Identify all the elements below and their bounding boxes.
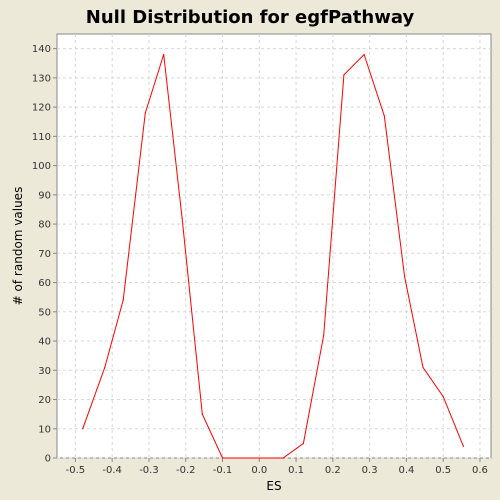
x-tick-label: 0.2 (325, 465, 341, 476)
y-tick-label: 50 (38, 307, 51, 318)
y-tick-label: 70 (38, 249, 51, 260)
y-tick-label: 100 (32, 161, 51, 172)
x-tick-label: -0.3 (139, 465, 159, 476)
y-tick-label: 120 (32, 103, 51, 114)
data-point (144, 112, 146, 114)
series-line (82, 53, 464, 459)
x-tick-label: 0.6 (472, 465, 488, 476)
data-point (163, 53, 165, 56)
x-tick-label: -0.2 (176, 465, 196, 476)
x-tick-label: -0.1 (213, 465, 233, 476)
y-tick-label: 110 (32, 132, 51, 143)
plot-area (56, 33, 492, 459)
y-tick-label: 0 (45, 454, 51, 465)
data-point (122, 299, 124, 301)
series-layer (82, 53, 465, 459)
y-tick-label: 10 (38, 424, 51, 435)
axes: 0 10 20 30 40 50 60 70 80 90 100 110 120 130 140 -0.5 -0… (32, 44, 488, 476)
x-tick-label: -0.5 (66, 465, 86, 476)
grid-lines (57, 34, 491, 459)
data-point (104, 366, 106, 368)
data-point (181, 217, 183, 219)
data-point (422, 366, 424, 368)
x-tick-label: 0.4 (398, 465, 414, 476)
x-tick-label: 0.1 (288, 465, 304, 476)
y-tick-label: 20 (38, 395, 51, 406)
data-point (82, 428, 84, 430)
data-point (302, 442, 305, 444)
data-point (343, 74, 345, 76)
data-point (282, 457, 284, 459)
y-tick-label: 130 (32, 73, 51, 84)
y-tick-label: 140 (32, 44, 51, 55)
y-axis-label: # of random values (11, 187, 25, 306)
y-tick-label: 80 (38, 220, 51, 231)
x-tick-label: 0.3 (362, 465, 378, 476)
chart-title: Null Distribution for egfPathway (86, 7, 415, 28)
data-point (201, 413, 203, 415)
x-tick-label: 0.5 (435, 465, 451, 476)
data-point (403, 276, 406, 278)
data-point (462, 445, 465, 447)
data-point (442, 395, 444, 398)
y-tick-label: 30 (38, 366, 51, 377)
x-axis-label: ES (266, 479, 281, 493)
x-tick-label: -0.4 (102, 465, 122, 476)
data-point (221, 457, 224, 459)
y-tick-label: 90 (38, 190, 51, 201)
y-tick-label: 60 (38, 278, 51, 289)
data-point (383, 115, 385, 117)
data-point (363, 53, 365, 56)
y-tick-label: 40 (38, 337, 51, 348)
x-tick-label: 0.0 (251, 465, 267, 476)
data-point (323, 334, 325, 336)
